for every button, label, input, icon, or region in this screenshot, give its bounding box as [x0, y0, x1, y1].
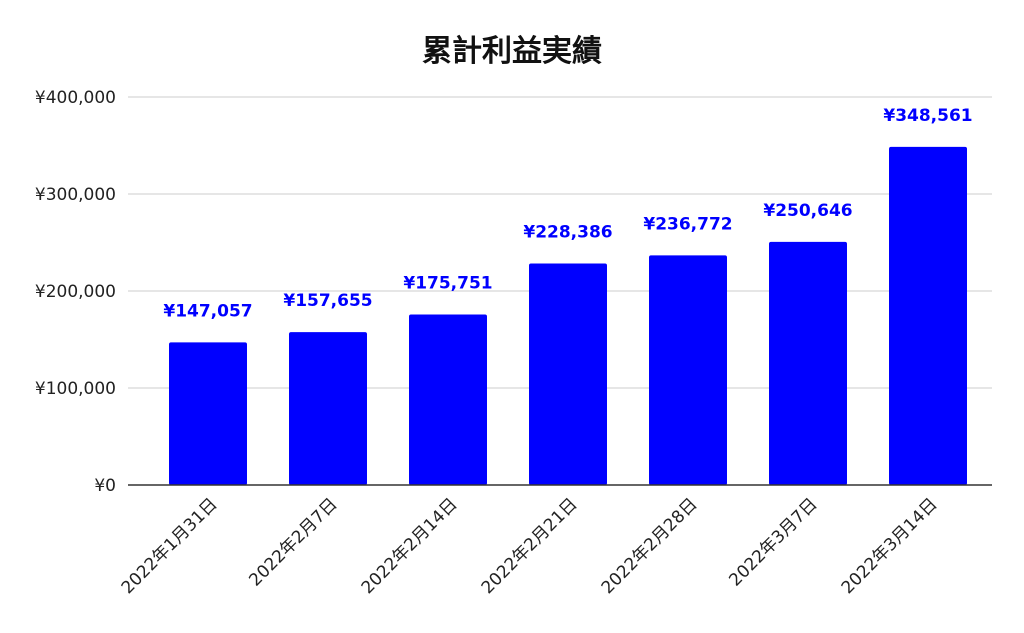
x-tick-label: 2022年3月14日 — [838, 494, 942, 598]
x-axis-ticks: 2022年1月31日 2022年2月7日 2022年2月14日 2022年2月21日 2… — [118, 494, 942, 598]
bar — [169, 342, 247, 485]
x-tick-label: 2022年3月7日 — [725, 494, 821, 590]
y-axis-ticks: ¥0 ¥100,000 ¥200,000 ¥300,000 ¥400,000 — [35, 88, 116, 496]
bar — [769, 241, 847, 485]
bar — [529, 263, 607, 485]
y-tick-label: ¥300,000 — [35, 185, 116, 205]
data-label: ¥250,646 — [763, 201, 852, 221]
data-label: ¥157,655 — [283, 291, 372, 311]
data-label: ¥228,386 — [523, 222, 612, 242]
bar — [889, 146, 967, 486]
data-label: ¥236,772 — [643, 214, 732, 234]
data-label: ¥147,057 — [163, 301, 252, 321]
data-label: ¥348,561 — [883, 106, 972, 126]
bar — [649, 255, 727, 485]
data-label: ¥175,751 — [403, 274, 492, 294]
y-tick-label: ¥400,000 — [35, 88, 116, 108]
bar — [289, 332, 367, 485]
x-tick-label: 2022年2月21日 — [478, 494, 582, 598]
x-tick-label: 2022年2月28日 — [598, 494, 702, 598]
bar — [409, 314, 487, 485]
y-tick-label: ¥0 — [94, 476, 116, 496]
y-tick-label: ¥100,000 — [35, 379, 116, 399]
x-tick-label: 2022年2月7日 — [245, 494, 341, 590]
bars — [169, 146, 967, 486]
chart-title: 累計利益実績 — [422, 34, 602, 69]
data-labels: ¥147,057 ¥157,655 ¥175,751 ¥228,386 ¥236,772… — [163, 106, 972, 321]
x-tick-label: 2022年1月31日 — [118, 494, 222, 598]
x-tick-label: 2022年2月14日 — [358, 494, 462, 598]
y-tick-label: ¥200,000 — [35, 282, 116, 302]
